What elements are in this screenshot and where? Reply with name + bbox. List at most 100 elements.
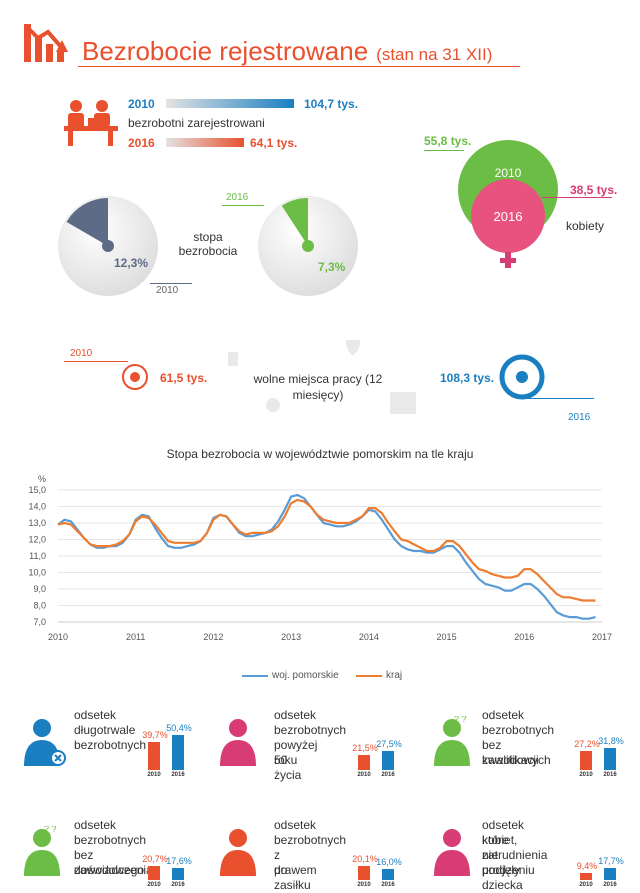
x-tick-label: 2017 — [592, 632, 612, 642]
stat-bar-2016 — [382, 869, 394, 880]
stat-text-line: odsetek — [74, 708, 117, 722]
stat-year-2016: 2016 — [603, 772, 617, 778]
x-tick-label: 2013 — [281, 632, 301, 642]
stat-bar-2010 — [580, 873, 592, 880]
stat-text-line: zatrudnienia po — [482, 848, 548, 877]
rate-value-2016: 7,3% — [318, 260, 346, 274]
series-line-0 — [57, 493, 596, 620]
stat-year-2016: 2016 — [171, 772, 185, 778]
stat-year-2016: 2016 — [603, 882, 617, 888]
stat-bar-2010 — [358, 755, 370, 770]
registered-value-2010: 104,7 tys. — [304, 97, 359, 111]
stat-year-2010: 2010 — [147, 772, 161, 778]
stat-text-line: odsetek — [482, 708, 525, 722]
svg-text:? ?: ? ? — [44, 826, 57, 834]
women-year-2016: 2016 — [493, 209, 523, 224]
elderly-couple-icon — [220, 719, 256, 766]
line-chart: 15,0 14,0 13,0 12,0 11,0 10,0 9,0 8,0 7,0% 2010 20… — [28, 474, 612, 642]
stat-text-line: długotrwale — [74, 723, 136, 737]
stat-text-line: odsetek — [274, 818, 317, 832]
stat-year-2016: 2016 — [381, 882, 395, 888]
stat-value-2010: 9,4% — [576, 861, 598, 871]
women-value-2010: 55,8 tys. — [424, 134, 472, 148]
y-tick-label: 14,0 — [28, 502, 46, 512]
money-person-icon — [220, 829, 256, 876]
stat-text-line: odsetek — [74, 818, 117, 832]
stat-value-2016: 17,6% — [166, 856, 192, 866]
stat-bar-2016 — [604, 868, 616, 880]
registered-label: bezrobotni zarejestrowani — [128, 116, 265, 130]
stat-text-line: bez kwalifikacji — [482, 738, 539, 767]
rate-2010-tick — [150, 283, 192, 284]
women-value-2016: 38,5 tys. — [570, 183, 618, 197]
stat-bar-2010 — [148, 742, 160, 770]
y-tick-label: 10,0 — [28, 568, 46, 578]
stat-year-2010: 2010 — [147, 882, 161, 888]
stat-text-line: zawodowego — [74, 863, 145, 877]
stat-text-line: bezrobotnych — [274, 723, 347, 737]
stat-text-line: roku życia — [274, 753, 302, 782]
x-tick-label: 2014 — [359, 632, 379, 642]
stat-bar-2016 — [382, 751, 394, 770]
stat-year-2010: 2010 — [357, 772, 371, 778]
stat-value-2010: 20,7% — [142, 854, 168, 864]
y-tick-label: 9,0 — [33, 584, 46, 594]
stat-year-2016: 2016 — [381, 772, 395, 778]
x-tick-label: 2015 — [437, 632, 457, 642]
question-person-icon: ? ? — [434, 716, 470, 766]
stat-value-2010: 39,7% — [142, 730, 168, 740]
mother-stroller-icon — [434, 829, 470, 876]
x-tick-label: 2011 — [126, 632, 145, 642]
x-tick-label: 2012 — [203, 632, 223, 642]
chart-title: Stopa bezrobocia w województwie pomorski… — [166, 447, 474, 461]
y-tick-label: 11,0 — [29, 551, 46, 561]
stat-text-line: odsetek kobiet, — [482, 818, 525, 847]
stat-value-2016: 17,7% — [598, 856, 624, 866]
legend-label-pomorskie: woj. pomorskie — [272, 670, 339, 681]
y-tick-label: 7,0 — [33, 617, 46, 627]
rate-2016-tick — [222, 205, 264, 206]
x-tick-label: 2010 — [48, 632, 68, 642]
stat-bar-2016 — [172, 735, 184, 770]
stat-text-line: bezrobotnych — [74, 738, 147, 752]
registered-bar-2010 — [166, 99, 294, 108]
stat-text-line: zawodowych — [482, 753, 551, 767]
registered-year-2016: 2016 — [128, 136, 155, 150]
women-label: kobiety — [566, 219, 605, 233]
stat-value-2016: 50,4% — [166, 723, 192, 733]
title-underline — [78, 66, 520, 67]
vacancies-2016-tick — [526, 398, 594, 399]
businessman-icon — [24, 719, 66, 766]
series-line-1 — [57, 498, 596, 602]
svg-text:? ?: ? ? — [454, 716, 467, 724]
vacancies-value-2010: 61,5 tys. — [160, 371, 208, 385]
target-2010-icon — [122, 364, 148, 390]
stat-year-2010: 2010 — [579, 772, 593, 778]
thinking-person-icon: ? ? — [24, 826, 60, 876]
stat-text-line: bez doświadczenia — [74, 848, 153, 877]
stat-value-2016: 16,0% — [376, 857, 402, 867]
stat-text-line: bezrobotnych — [74, 833, 147, 847]
stat-text-line: do zasiłku — [274, 863, 311, 892]
registered-value-2016: 64,1 tys. — [250, 136, 298, 150]
women-2016-tick — [542, 197, 612, 198]
x-tick-label: 2016 — [514, 632, 534, 642]
stat-bar-2016 — [604, 748, 616, 770]
rate-2010-wedge — [66, 198, 108, 246]
city-decor-icon — [228, 340, 416, 414]
rate-2016-wedge — [281, 198, 308, 246]
target-2016-icon — [499, 354, 545, 400]
page-title: Bezrobocie rejestrowane (stan na 31 XII) — [82, 36, 493, 66]
page-subtitle: (stan na 31 XII) — [376, 45, 493, 64]
women-circles — [458, 140, 558, 268]
stat-text-line: odsetek — [274, 708, 317, 722]
stat-value-2016: 27,5% — [376, 739, 402, 749]
rate-value-2010: 12,3% — [114, 256, 149, 270]
women-year-2010: 2010 — [494, 166, 522, 180]
stat-year-2010: 2010 — [579, 882, 593, 888]
rate-label: stopa bezrobocia — [178, 230, 238, 258]
vacancies-year-2010: 2010 — [70, 348, 93, 359]
y-tick-label: 15,0 — [28, 485, 46, 495]
stat-value-2010: 27,2% — [574, 739, 600, 749]
legend-swatch-pomorskie — [242, 675, 268, 677]
